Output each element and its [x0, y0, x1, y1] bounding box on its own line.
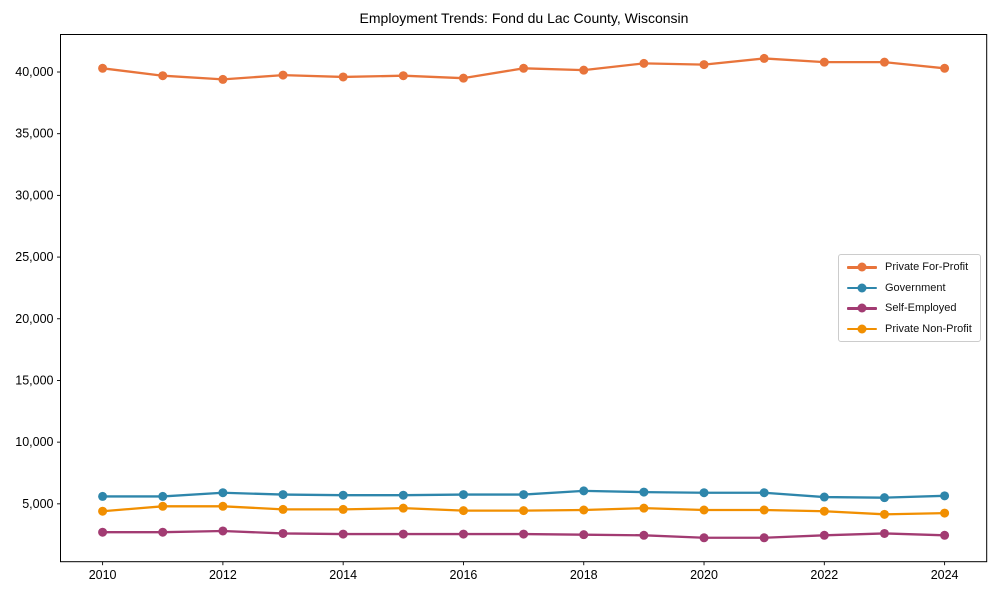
legend-item: Private Non-Profit	[847, 321, 972, 338]
data-point	[759, 488, 769, 498]
y-tick-label: 35,000	[15, 127, 53, 141]
legend-line-marker-icon	[847, 283, 877, 293]
data-point	[940, 530, 950, 540]
data-point	[879, 57, 889, 67]
legend-line-marker-icon	[847, 324, 877, 334]
y-tick-label: 25,000	[15, 250, 53, 264]
data-point	[699, 488, 709, 498]
data-point	[278, 528, 288, 538]
y-tick-label: 20,000	[15, 312, 53, 326]
legend-item-label: Self-Employed	[885, 302, 957, 315]
data-point	[278, 70, 288, 80]
legend-item-label: Government	[885, 281, 946, 294]
data-point	[338, 490, 348, 500]
data-point	[579, 505, 589, 515]
data-point	[398, 490, 408, 500]
x-tick-label: 2012	[209, 568, 237, 582]
data-point	[458, 490, 468, 500]
y-tick-label: 30,000	[15, 188, 53, 202]
data-point	[579, 530, 589, 540]
data-point	[98, 491, 108, 501]
data-point	[458, 73, 468, 83]
data-point	[579, 65, 589, 75]
data-point	[158, 501, 168, 511]
data-point	[940, 491, 950, 501]
data-point	[819, 57, 829, 67]
data-point	[519, 529, 529, 539]
data-point	[158, 71, 168, 81]
data-point	[218, 488, 228, 498]
data-point	[759, 53, 769, 63]
chart-title: Employment Trends: Fond du Lac County, W…	[359, 10, 689, 26]
data-point	[699, 533, 709, 543]
y-tick-label: 10,000	[15, 435, 53, 449]
data-point	[819, 506, 829, 516]
data-point	[879, 493, 889, 503]
data-point	[639, 487, 649, 497]
data-point	[819, 530, 829, 540]
data-point	[98, 63, 108, 73]
data-point	[639, 503, 649, 513]
legend-line-marker-icon	[847, 303, 877, 313]
y-tick-label: 15,000	[15, 373, 53, 387]
data-point	[940, 63, 950, 73]
data-point	[338, 72, 348, 82]
data-point	[458, 529, 468, 539]
data-point	[158, 491, 168, 501]
x-tick-label: 2010	[89, 568, 117, 582]
data-point	[398, 503, 408, 513]
x-tick-label: 2016	[450, 568, 478, 582]
data-point	[879, 509, 889, 519]
data-point	[338, 504, 348, 514]
legend-item: Self-Employed	[847, 300, 972, 317]
data-point	[879, 528, 889, 538]
data-point	[759, 533, 769, 543]
x-tick-label: 2022	[810, 568, 838, 582]
data-point	[519, 63, 529, 73]
data-point	[759, 505, 769, 515]
data-point	[819, 492, 829, 502]
data-point	[639, 58, 649, 68]
x-tick-label: 2024	[931, 568, 959, 582]
data-point	[699, 505, 709, 515]
data-point	[699, 60, 709, 70]
data-point	[639, 530, 649, 540]
data-point	[398, 529, 408, 539]
y-tick-label: 5,000	[22, 497, 53, 511]
x-tick-label: 2020	[690, 568, 718, 582]
legend-item-label: Private For-Profit	[885, 261, 969, 274]
y-tick-label: 40,000	[15, 65, 53, 79]
legend-item-label: Private Non-Profit	[885, 322, 972, 335]
data-point	[458, 506, 468, 516]
legend-item: Government	[847, 280, 972, 297]
x-tick-label: 2014	[329, 568, 357, 582]
data-point	[98, 506, 108, 516]
data-point	[519, 506, 529, 516]
legend-line-marker-icon	[847, 262, 877, 272]
legend: Private For-Profit Government Self-Employe…	[838, 254, 981, 342]
data-point	[278, 504, 288, 514]
data-point	[98, 527, 108, 537]
data-point	[158, 527, 168, 537]
data-point	[278, 490, 288, 500]
data-point	[519, 490, 529, 500]
data-point	[218, 526, 228, 536]
data-point	[218, 501, 228, 511]
data-point	[579, 486, 589, 496]
data-point	[398, 71, 408, 81]
data-point	[338, 529, 348, 539]
legend-item: Private For-Profit	[847, 259, 972, 276]
data-point	[218, 74, 228, 84]
x-tick-label: 2018	[570, 568, 598, 582]
data-point	[940, 508, 950, 518]
plot-frame	[60, 34, 988, 563]
